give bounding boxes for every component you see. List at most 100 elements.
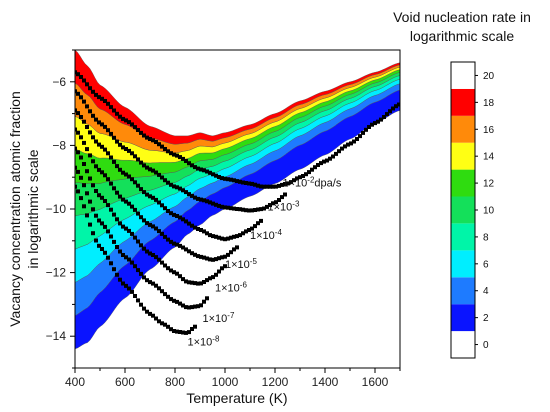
series-marker [292, 178, 296, 183]
series-marker [151, 168, 155, 173]
series-marker [130, 289, 134, 294]
series-marker [145, 249, 149, 254]
series-marker [112, 186, 116, 191]
x-tick-label: 1200 [262, 375, 289, 389]
series-marker [250, 226, 254, 231]
series-marker [106, 151, 110, 156]
series-marker [115, 139, 119, 144]
series-marker [199, 254, 203, 259]
colorbar-title-line-1: Void nucleation rate in [393, 9, 531, 25]
series-marker [130, 122, 134, 127]
series-marker [94, 139, 98, 144]
series-6 [75, 146, 227, 286]
series-marker [295, 176, 299, 181]
series-marker [373, 121, 377, 126]
series-marker [220, 176, 224, 181]
series-marker [82, 183, 86, 188]
series-marker [265, 184, 269, 189]
x-axis-title: Temperature (K) [186, 390, 287, 406]
series-marker [181, 245, 185, 250]
series-marker [181, 156, 185, 161]
series-marker [75, 184, 77, 189]
series-marker [244, 229, 248, 234]
series-marker [175, 329, 179, 334]
series-marker [217, 235, 221, 240]
series-marker [250, 208, 254, 213]
series-marker [211, 201, 215, 206]
series-marker [214, 202, 218, 207]
x-tick-label: 800 [165, 375, 185, 389]
series-marker [97, 95, 101, 100]
series-label-7: 1×10-7 [203, 311, 235, 325]
series-marker [175, 153, 179, 158]
series-marker [184, 190, 188, 195]
series-marker [187, 192, 191, 197]
series-marker [163, 234, 167, 239]
series-marker [106, 101, 110, 106]
series-marker [91, 113, 95, 118]
series-label-4: 1×10-4 [250, 228, 282, 242]
series-marker [196, 254, 200, 259]
series-marker [382, 115, 386, 119]
series-marker [157, 229, 161, 234]
series-marker [88, 86, 92, 91]
series-marker [127, 201, 131, 206]
series-marker [220, 236, 224, 241]
series-marker [151, 195, 155, 200]
series-marker [100, 195, 104, 200]
series-marker [163, 292, 167, 297]
series-marker [229, 206, 233, 211]
series-marker [277, 183, 281, 188]
series-marker [142, 218, 146, 223]
series-marker [121, 281, 125, 286]
series-marker [205, 231, 209, 236]
series-marker [160, 260, 164, 265]
series-marker [172, 152, 176, 157]
series-marker [112, 135, 116, 140]
series-marker [223, 205, 227, 210]
series-marker [178, 186, 182, 191]
series-marker [82, 162, 86, 166]
series-marker [169, 182, 173, 187]
series-marker [232, 206, 236, 211]
y-tick-label: −14 [46, 329, 67, 343]
series-marker [100, 221, 104, 226]
series-marker [127, 174, 131, 179]
series-marker [103, 147, 107, 152]
series-marker [376, 119, 380, 124]
series-marker [202, 198, 206, 203]
series-marker [145, 135, 149, 140]
series-marker [82, 99, 86, 104]
series-marker [148, 137, 152, 141]
series-marker [370, 122, 374, 127]
series-marker [166, 266, 170, 271]
series-marker [169, 239, 173, 244]
series-marker [103, 199, 107, 203]
series-marker [220, 255, 224, 260]
series-marker [394, 104, 398, 109]
colorbar-tick-label: 10 [483, 206, 495, 217]
series-marker [277, 198, 281, 202]
series-marker [118, 194, 122, 199]
series-marker [262, 206, 266, 211]
series-marker [163, 206, 167, 211]
colorbar-tick-label: 6 [483, 259, 489, 270]
series-marker [289, 180, 293, 185]
series-marker [88, 222, 92, 227]
colorbar-tick-label: 18 [483, 98, 495, 109]
series-marker [274, 184, 278, 189]
series-marker [88, 153, 92, 158]
series-marker [187, 221, 191, 226]
series-marker [256, 183, 260, 188]
series-marker [283, 192, 287, 197]
colorbar-segment [451, 223, 475, 251]
series-marker [106, 177, 110, 182]
series-2 [75, 70, 400, 189]
series-marker [79, 75, 83, 79]
series-marker [166, 149, 170, 154]
series-marker [94, 189, 98, 193]
series-marker [313, 165, 317, 170]
series-marker [208, 233, 212, 238]
series-marker [385, 112, 389, 117]
